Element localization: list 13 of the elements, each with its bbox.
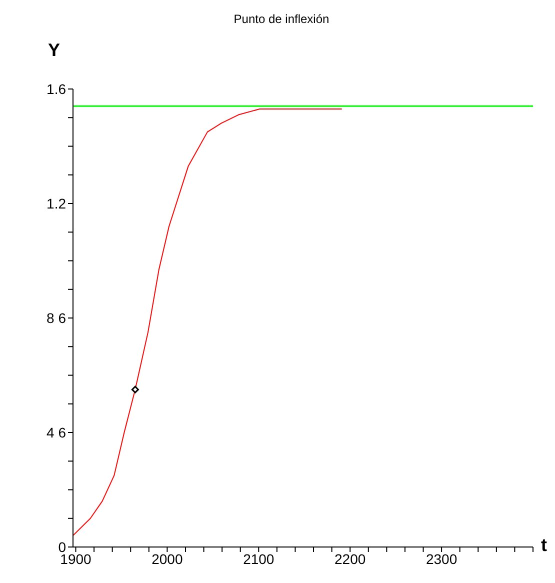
line-series <box>73 108 342 536</box>
y-tick-label: 1.6 <box>46 80 66 97</box>
y-tick-label: 0 <box>58 538 66 555</box>
y-tick-label: 8 6 <box>46 310 66 326</box>
y-tick-label: 4 6 <box>46 424 66 440</box>
x-tick-label: 2100 <box>243 550 274 567</box>
x-tick-label: 2000 <box>152 550 183 567</box>
x-tick-label: 2200 <box>334 550 366 567</box>
x-tick-label: 2300 <box>426 550 458 567</box>
x-axis-title: t <box>541 535 547 556</box>
y-tick-label: 1.2 <box>46 195 66 212</box>
y-axis-title: Y <box>48 40 60 61</box>
chart-title: Punto de inflexión <box>232 12 330 26</box>
